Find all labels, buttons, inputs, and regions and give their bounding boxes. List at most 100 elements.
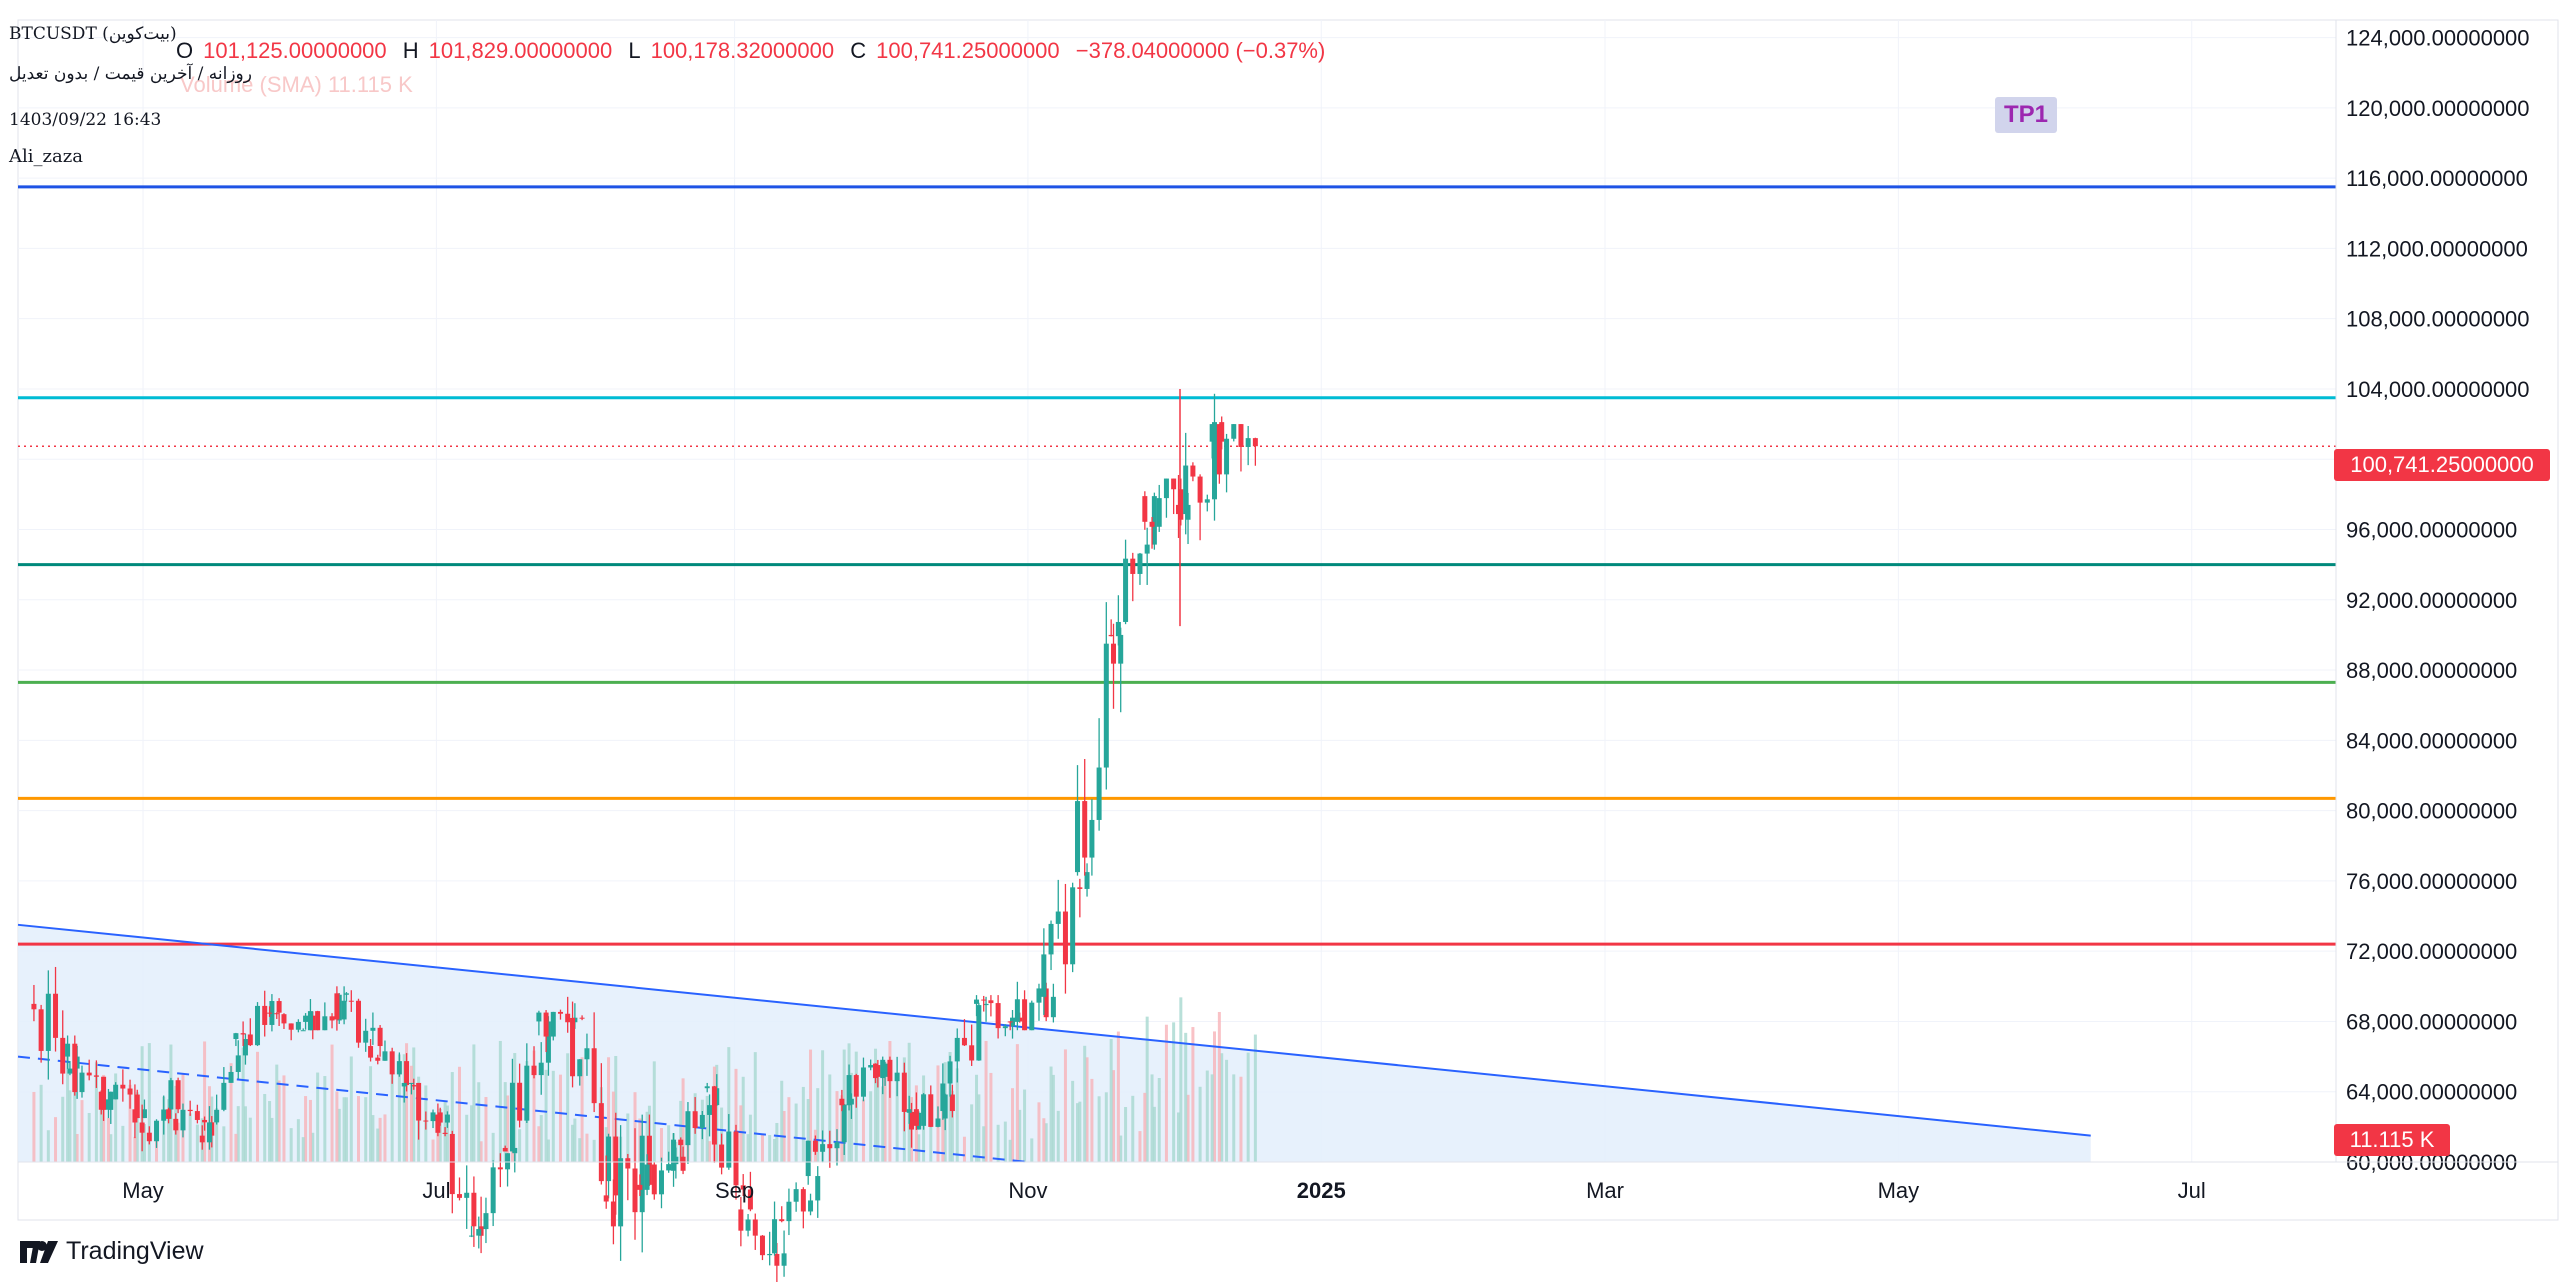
volume-bar: [256, 1051, 260, 1162]
candle-body: [154, 1120, 160, 1142]
volume-bar: [835, 1091, 839, 1162]
candle-body: [606, 1136, 612, 1182]
candle-body: [841, 1104, 847, 1143]
volume-bar: [955, 1068, 959, 1162]
volume-bar: [301, 1137, 305, 1162]
volume-bar: [881, 1086, 885, 1162]
volume-bar: [1119, 1135, 1123, 1162]
volume-bar: [753, 1052, 757, 1162]
candle-body: [134, 1094, 140, 1119]
candle-body: [1144, 544, 1150, 554]
x-axis-tick-label: May: [122, 1178, 164, 1203]
volume-bar: [1246, 1052, 1250, 1162]
candle-body: [180, 1109, 186, 1131]
candle-body: [1096, 767, 1102, 820]
candle-body: [343, 993, 349, 995]
candle-body: [1245, 438, 1251, 447]
volume-bar: [491, 1132, 495, 1162]
volume-bar: [73, 1081, 77, 1162]
volume-bar: [888, 1041, 892, 1162]
volume-bar: [1063, 1049, 1067, 1162]
candle-body: [202, 1119, 208, 1123]
volume-bar: [1143, 1092, 1147, 1162]
candle-body: [800, 1189, 806, 1212]
volume-bar: [275, 1064, 279, 1162]
candle-body: [603, 1195, 609, 1202]
candle-body: [288, 1023, 294, 1030]
volume-bar: [1049, 1066, 1053, 1162]
candle-body: [1238, 424, 1244, 447]
candle-body: [543, 1012, 549, 1037]
candle-body: [38, 1009, 44, 1051]
y-axis-tick-label: 80,000.00000000: [2346, 799, 2517, 824]
volume-bar: [1172, 1022, 1176, 1162]
candle-body: [276, 1001, 282, 1013]
volume-bar: [626, 1113, 630, 1162]
trendline-solid: [17, 923, 2091, 1137]
volume-bar: [436, 1120, 440, 1162]
candle-body: [505, 1153, 511, 1170]
y-axis-tick-label: 68,000.00000000: [2346, 1009, 2517, 1034]
candle-body: [146, 1132, 152, 1142]
volume-bar: [929, 1102, 933, 1162]
candle-body: [774, 1253, 780, 1266]
volume-bar: [1090, 1078, 1094, 1162]
volume-bar: [1112, 1070, 1116, 1162]
volume-bar: [99, 1091, 103, 1162]
candle-body: [456, 1194, 462, 1198]
volume-bar: [1217, 1011, 1221, 1162]
candle-body: [79, 1072, 85, 1093]
volume-bar: [1124, 1107, 1128, 1162]
volume-bar: [708, 1141, 712, 1162]
candle-body: [639, 1135, 645, 1213]
volume-bar: [773, 1138, 777, 1162]
candle-body: [524, 1065, 530, 1121]
candle-body: [1149, 521, 1155, 527]
volume-bar: [503, 1082, 507, 1162]
candle-body: [363, 1030, 369, 1043]
candle-body: [1062, 911, 1068, 965]
volume-bar: [1076, 1103, 1080, 1162]
candle-body: [105, 1099, 111, 1110]
candle-body: [613, 1136, 619, 1196]
volume-bar: [982, 1126, 986, 1162]
candle-body: [1209, 424, 1215, 442]
candle-body: [497, 1167, 503, 1170]
volume-bar: [1109, 1038, 1113, 1162]
volume-bar: [248, 1117, 252, 1162]
candle-body: [637, 1184, 643, 1190]
candle-body: [584, 1048, 590, 1060]
volume-bar: [369, 1066, 373, 1162]
ohlc-legend: O 101,125.00000000 H 101,829.00000000 L 100…: [176, 38, 1335, 64]
volume-bar: [727, 1047, 731, 1162]
volume-bar: [1152, 1106, 1156, 1162]
tp1-label[interactable]: TP1: [1995, 97, 2057, 133]
volume-bar: [289, 1128, 293, 1162]
volume-bar: [222, 1126, 226, 1162]
volume-bar: [975, 1074, 979, 1162]
volume-bar: [176, 1122, 180, 1162]
candle-body: [435, 1114, 441, 1133]
candle-body: [719, 1144, 725, 1168]
volume-bar: [532, 1050, 536, 1162]
low-label: L: [628, 38, 641, 63]
volume-bar: [479, 1141, 483, 1162]
volume-bar: [470, 1105, 474, 1162]
tradingview-logo[interactable]: TradingView: [20, 1237, 204, 1266]
candle-body: [166, 1109, 172, 1119]
candle-body: [247, 1034, 253, 1046]
volume-bar: [768, 1135, 772, 1162]
volume-bar: [1116, 1031, 1120, 1162]
volume-bar: [133, 1136, 137, 1162]
change-value: −378.04000000 (−0.37%): [1075, 38, 1326, 63]
volume-bar: [109, 1134, 113, 1162]
volume-bar: [787, 1097, 791, 1162]
volume-bar: [546, 1139, 550, 1162]
candle-body: [772, 1219, 778, 1254]
candle-body: [329, 1016, 335, 1021]
candle-body: [779, 1219, 785, 1222]
candle-body: [704, 1086, 710, 1089]
candle-body: [206, 1122, 212, 1143]
volume-bar: [989, 1072, 993, 1162]
